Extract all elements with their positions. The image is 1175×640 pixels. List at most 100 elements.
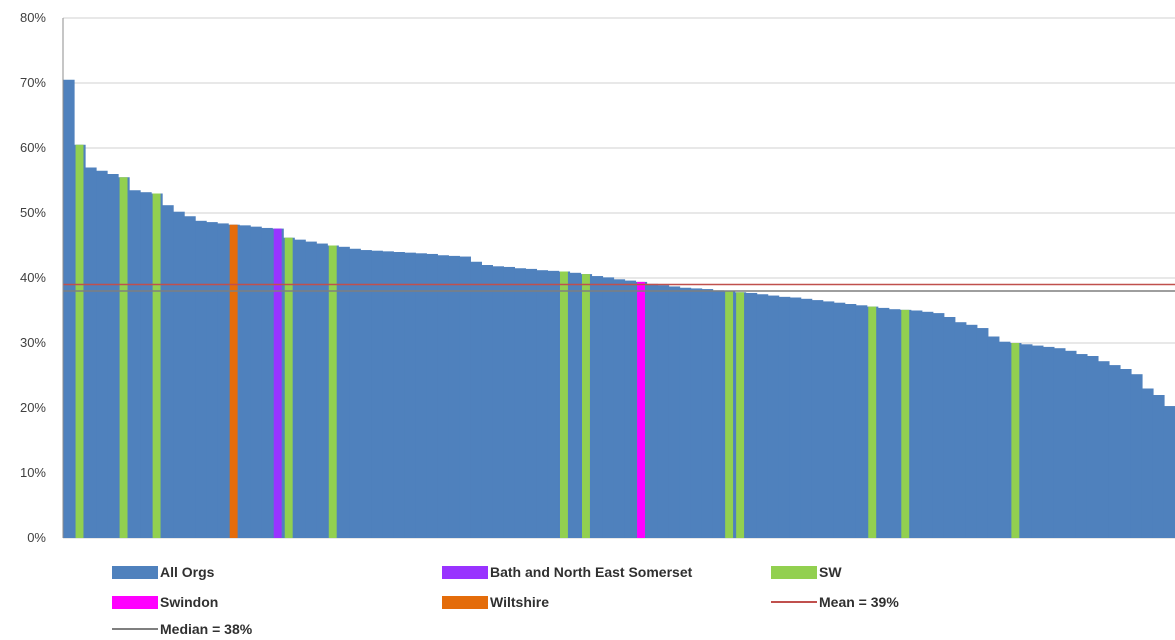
bar: [184, 216, 196, 538]
bar: [338, 246, 350, 539]
bar: [173, 211, 185, 538]
y-tick-label: 40%: [20, 270, 46, 285]
bar: [129, 190, 141, 538]
bar: [712, 290, 725, 538]
bar: [393, 252, 405, 538]
highlight-bar: [75, 144, 84, 538]
bar: [371, 250, 383, 538]
bar: [195, 220, 207, 539]
bar: [470, 261, 482, 538]
bar: [294, 239, 306, 538]
highlight-bar: [273, 228, 282, 538]
y-tick-label: 70%: [20, 75, 46, 90]
bar: [602, 277, 615, 538]
bar: [1163, 406, 1175, 538]
bar: [800, 298, 813, 538]
y-tick-label: 0%: [27, 530, 46, 545]
bar: [701, 289, 714, 538]
highlight-bar: [284, 237, 293, 538]
bar: [624, 280, 637, 538]
reference-lines: [63, 283, 1175, 292]
bar: [162, 205, 174, 538]
bar: [261, 227, 273, 538]
bar: [932, 313, 945, 538]
y-tick-label: 30%: [20, 335, 46, 350]
bar: [305, 241, 317, 538]
bar: [778, 296, 791, 538]
highlight-bar: [582, 274, 590, 538]
bar: [613, 279, 626, 538]
bar: [965, 324, 978, 538]
bar: [767, 295, 780, 538]
highlight-bar: [328, 245, 337, 538]
bar: [514, 268, 527, 538]
bar: [547, 270, 560, 538]
bar: [503, 266, 516, 538]
bar: [657, 285, 670, 538]
bar: [943, 317, 956, 538]
bar: [1130, 374, 1143, 538]
bar: [250, 226, 262, 538]
bar: [921, 311, 934, 538]
bar: [85, 167, 97, 538]
bars: [63, 79, 1175, 539]
highlight-bar: [559, 271, 568, 538]
bar: [855, 305, 868, 538]
bar: [756, 294, 769, 538]
highlight-bar: [868, 306, 877, 538]
bar: [426, 253, 438, 538]
bar: [404, 252, 416, 538]
bar: [1042, 346, 1055, 538]
bar: [107, 174, 119, 538]
bar: [437, 255, 449, 538]
y-tick-label: 60%: [20, 140, 46, 155]
highlight-bar: [725, 291, 734, 538]
bar: [1031, 345, 1044, 538]
bar: [63, 79, 75, 538]
bar: [349, 248, 361, 538]
bar: [591, 276, 604, 538]
highlight-bar: [229, 224, 238, 538]
bar: [833, 302, 846, 538]
bar: [415, 253, 427, 539]
highlight-bar: [1011, 343, 1020, 538]
bar: [822, 301, 835, 538]
y-tick-label: 50%: [20, 205, 46, 220]
bar: [316, 243, 328, 539]
highlight-bar: [637, 281, 645, 538]
bar: [1064, 350, 1077, 538]
bar: [1097, 361, 1110, 538]
bar: [954, 322, 967, 538]
y-axis-tick-labels: 0% 10% 20% 30% 40% 50% 60% 70% 80%: [20, 10, 46, 545]
bar: [239, 225, 251, 538]
bar: [1053, 348, 1066, 538]
bar: [206, 222, 218, 538]
bar: [459, 256, 471, 538]
bar: [987, 336, 1000, 538]
bar: [998, 341, 1011, 538]
bar: [690, 288, 703, 538]
bar: [1075, 354, 1088, 538]
bar: [877, 307, 890, 538]
bar: [140, 192, 152, 538]
bar: [910, 310, 923, 538]
bar: [525, 268, 538, 538]
bar: [217, 223, 229, 538]
bar: [1086, 356, 1099, 538]
bar: [481, 265, 493, 538]
bar: [1119, 369, 1132, 538]
bar: [1141, 388, 1154, 538]
y-tick-label: 20%: [20, 400, 46, 415]
highlight-bar: [152, 193, 161, 538]
bar: [536, 270, 549, 538]
bar: [844, 304, 857, 538]
highlight-bar: [736, 292, 745, 538]
bar: [679, 287, 692, 538]
bar: [888, 309, 901, 538]
bar: [569, 272, 582, 538]
highlight-bar: [119, 177, 128, 538]
bar: [976, 328, 989, 538]
highlight-bar: [901, 309, 910, 538]
bar: [745, 292, 758, 538]
